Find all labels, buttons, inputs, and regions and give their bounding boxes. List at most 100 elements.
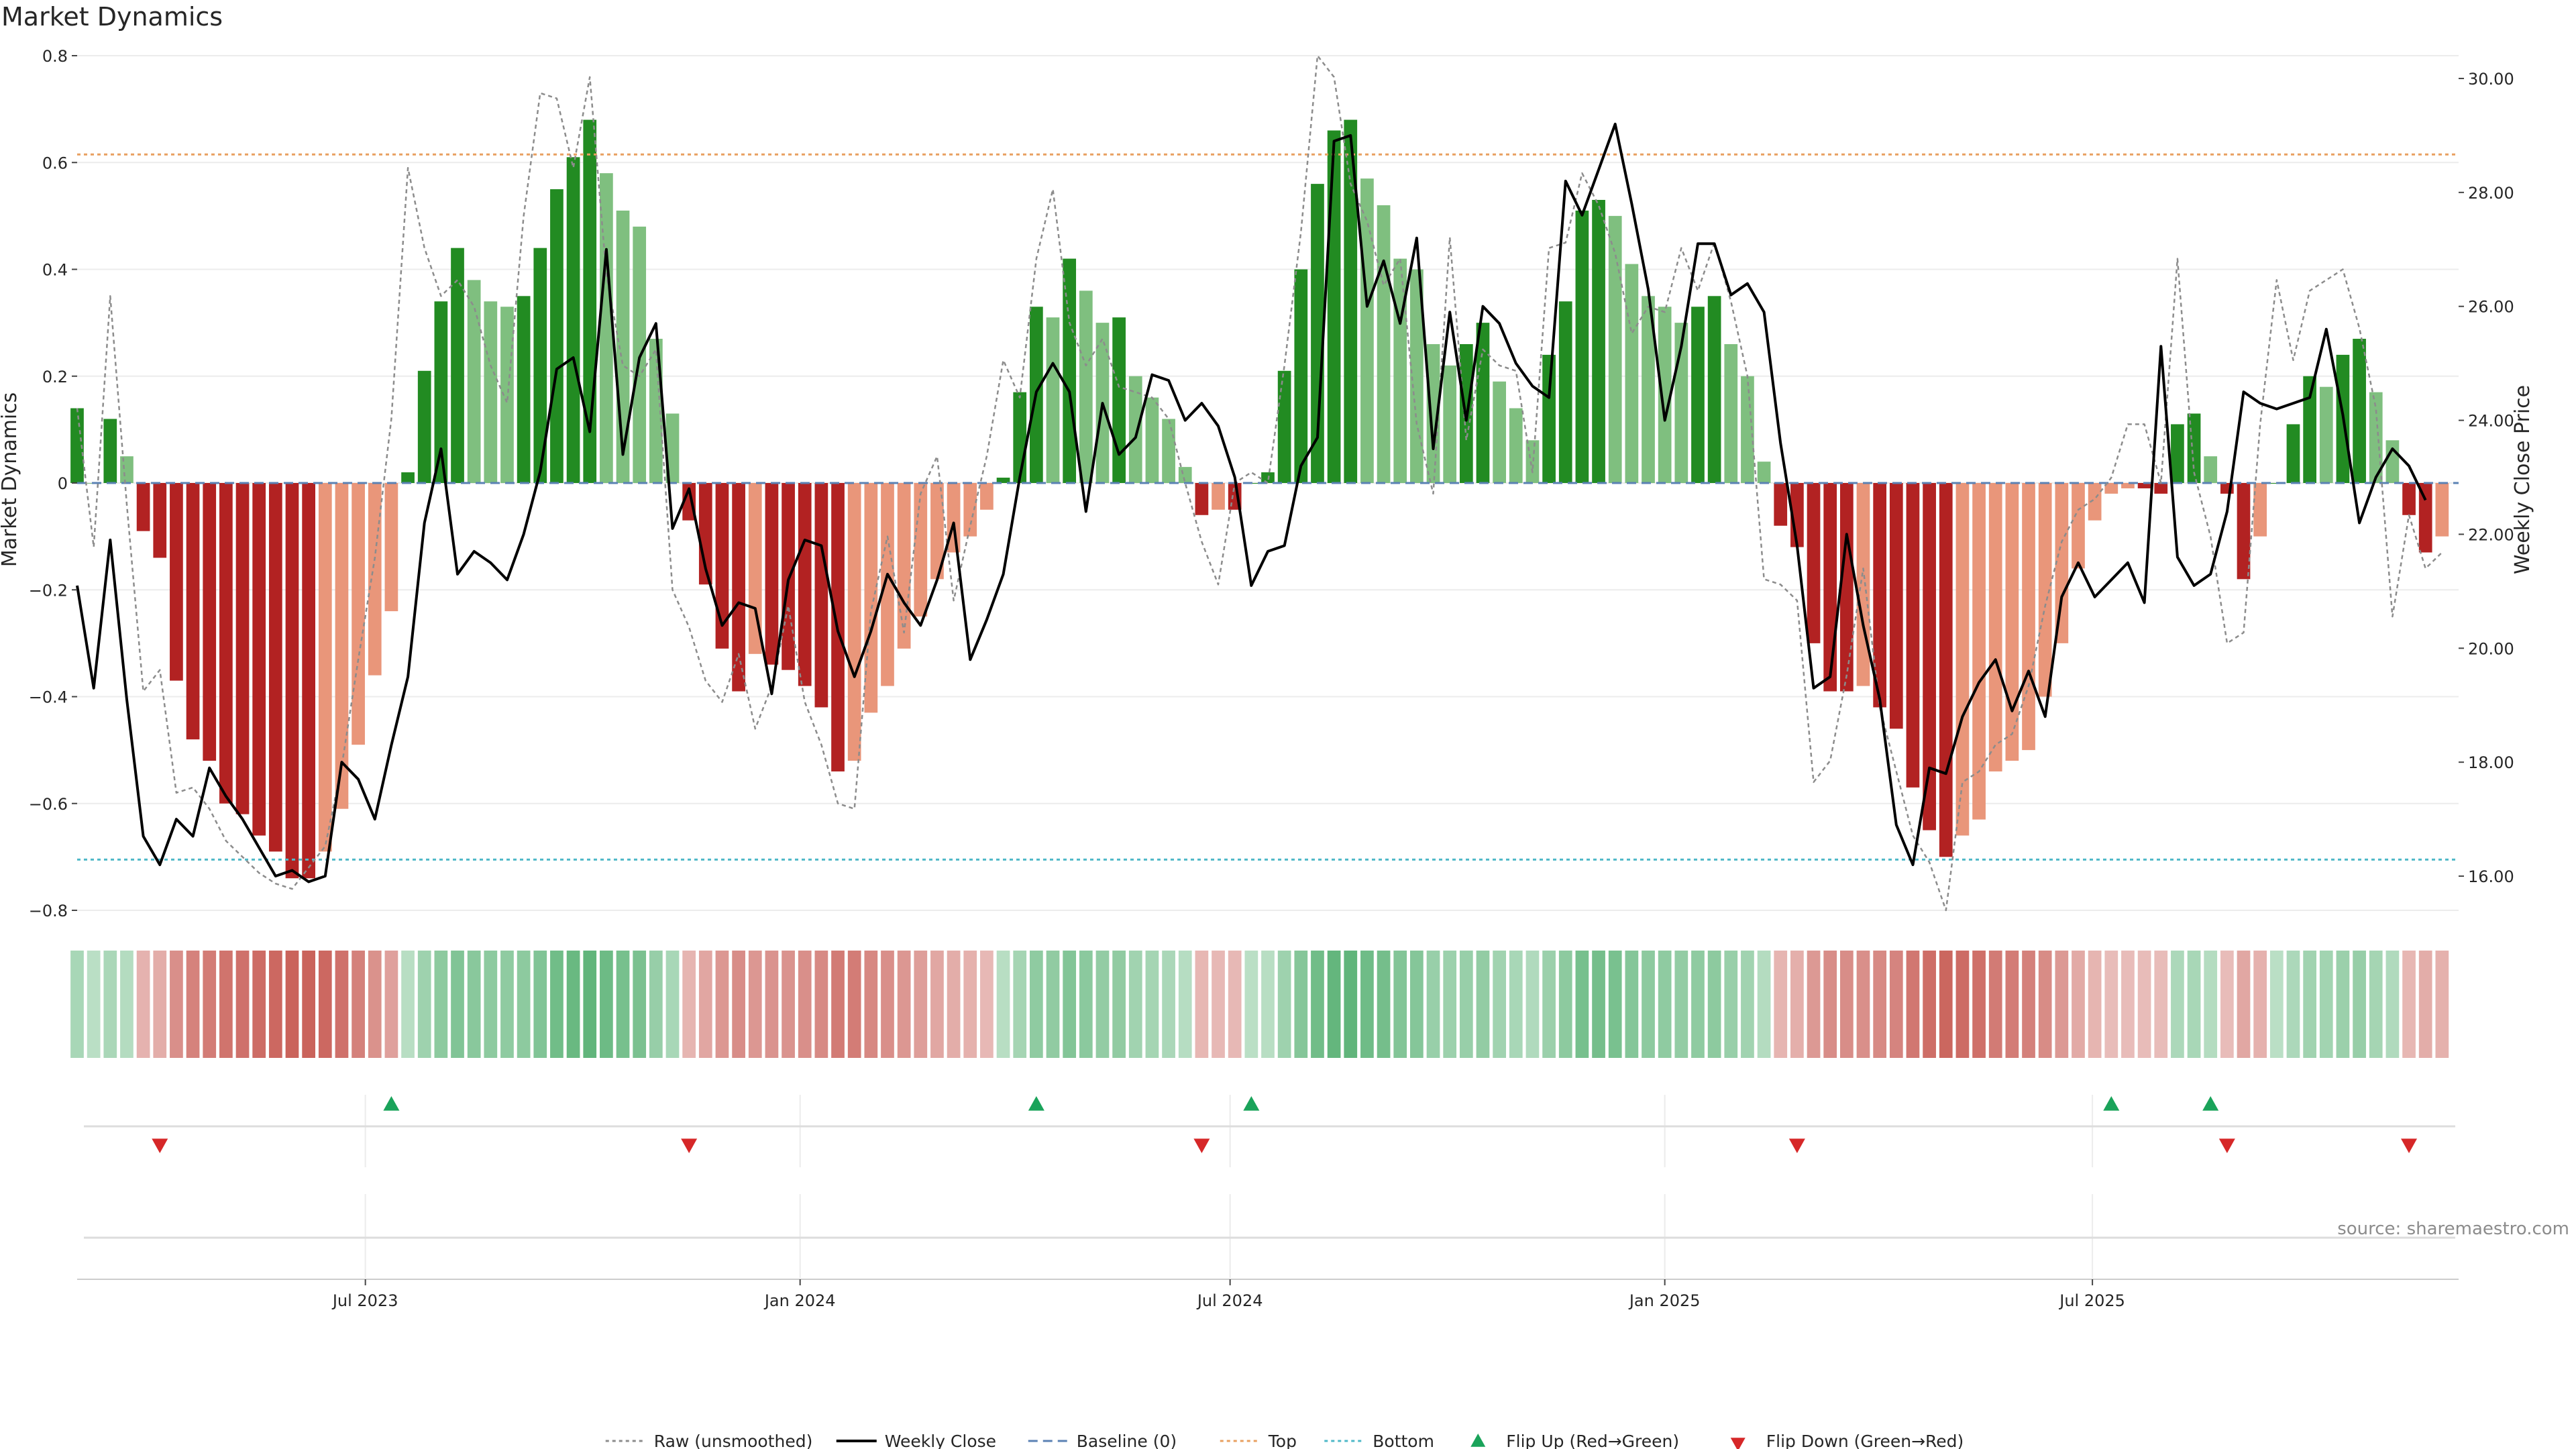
- heat-cell: [1244, 951, 1258, 1058]
- bar: [1128, 376, 1142, 483]
- bar: [2369, 392, 2383, 483]
- bar: [1493, 381, 1506, 483]
- heat-cell: [1493, 951, 1506, 1058]
- bar: [368, 483, 382, 676]
- bar: [2022, 483, 2035, 751]
- bar: [401, 472, 415, 483]
- left-tick-label-2: 0.4: [42, 261, 68, 280]
- bar: [1625, 264, 1639, 483]
- heat-cell: [2121, 951, 2135, 1058]
- right-tick-label-1: 18.00: [2468, 753, 2514, 772]
- bar: [765, 483, 779, 665]
- bar: [1873, 483, 1887, 708]
- heat-cell: [765, 951, 779, 1058]
- bar: [1311, 184, 1324, 483]
- right-axis-ticks: 16.00 18.00 20.00 22.00 24.00 26.00 28.00 30.00: [2459, 70, 2514, 886]
- heat-cell: [368, 951, 382, 1058]
- bar: [2072, 483, 2085, 569]
- heat-cell: [1327, 951, 1341, 1058]
- bar: [798, 483, 812, 686]
- bar: [1691, 307, 1705, 483]
- bar: [600, 173, 613, 483]
- bar: [252, 483, 266, 836]
- bar: [1988, 483, 2002, 771]
- left-tick-label-1: 0.6: [42, 154, 68, 172]
- bar: [1195, 483, 1209, 515]
- bar: [2303, 376, 2316, 483]
- heat-cell: [451, 951, 464, 1058]
- legend-label-5: Flip Up (Red→Green): [1506, 1432, 1679, 1449]
- bar: [2253, 483, 2267, 537]
- series-lines: [76, 54, 2443, 912]
- heat-cell: [352, 951, 365, 1058]
- bar: [533, 248, 547, 483]
- flip-up-marker-1: [1028, 1096, 1044, 1111]
- heat-cell: [1476, 951, 1490, 1058]
- heat-cell: [996, 951, 1010, 1058]
- bar: [1906, 483, 1920, 788]
- bar: [2319, 386, 2333, 483]
- heat-cell: [434, 951, 448, 1058]
- bar: [1592, 199, 1605, 483]
- bar: [1856, 483, 1870, 686]
- heat-cell: [1741, 951, 1754, 1058]
- heat-cell: [533, 951, 547, 1058]
- heat-cell: [417, 951, 431, 1058]
- heat-cell: [1674, 951, 1688, 1058]
- heat-cell: [2038, 951, 2052, 1058]
- bar: [897, 483, 911, 649]
- heat-cell: [1459, 951, 1473, 1058]
- heat-cell: [517, 951, 531, 1058]
- heat-cell: [1757, 951, 1771, 1058]
- heat-cell: [1360, 951, 1374, 1058]
- bar: [881, 483, 894, 686]
- heat-cell: [2237, 951, 2251, 1058]
- heat-cell: [1195, 951, 1209, 1058]
- heat-cell: [2220, 951, 2234, 1058]
- heat-cell: [715, 951, 729, 1058]
- heat-cell: [1294, 951, 1308, 1058]
- bar: [1939, 483, 1953, 857]
- heat-cell: [682, 951, 696, 1058]
- bar: [2435, 483, 2449, 537]
- heat-cell: [2088, 951, 2102, 1058]
- bar: [1277, 370, 1291, 483]
- bar: [1063, 258, 1077, 483]
- bar: [1923, 483, 1936, 830]
- heat-cell: [484, 951, 498, 1058]
- heat-cell: [2253, 951, 2267, 1058]
- bar: [1839, 483, 1854, 692]
- empty-panel: [77, 1194, 2459, 1280]
- bar: [1608, 215, 1622, 483]
- bar: [2418, 483, 2432, 553]
- heat-cell: [2319, 951, 2333, 1058]
- heat-cell: [1972, 951, 1986, 1058]
- heat-cell: [2353, 951, 2366, 1058]
- bar: [302, 483, 315, 879]
- heat-cell: [2005, 951, 2019, 1058]
- heat-cell: [1707, 951, 1721, 1058]
- heat-cell: [1277, 951, 1291, 1058]
- left-tick-label-6: −0.4: [29, 688, 68, 707]
- bar: [484, 301, 498, 483]
- bar: [963, 483, 977, 537]
- bar: [550, 189, 564, 483]
- heat-cell: [1575, 951, 1589, 1058]
- left-tick-label-3: 0.2: [42, 368, 68, 386]
- bar: [1889, 483, 1903, 729]
- heat-cell: [1145, 951, 1159, 1058]
- heat-cell: [1426, 951, 1440, 1058]
- bar: [517, 296, 531, 483]
- bar: [1327, 130, 1341, 484]
- bar: [566, 157, 580, 483]
- heat-cell: [2204, 951, 2218, 1058]
- flip-up-marker-0: [383, 1096, 400, 1111]
- heat-cell: [1128, 951, 1142, 1058]
- series-line-1: [76, 122, 2427, 883]
- x-tick-label-1: Jan 2024: [763, 1291, 836, 1310]
- bar: [2038, 483, 2052, 697]
- bar: [1658, 307, 1672, 483]
- heat-cell: [384, 951, 398, 1058]
- bar: [732, 483, 745, 692]
- heat-cell: [153, 951, 167, 1058]
